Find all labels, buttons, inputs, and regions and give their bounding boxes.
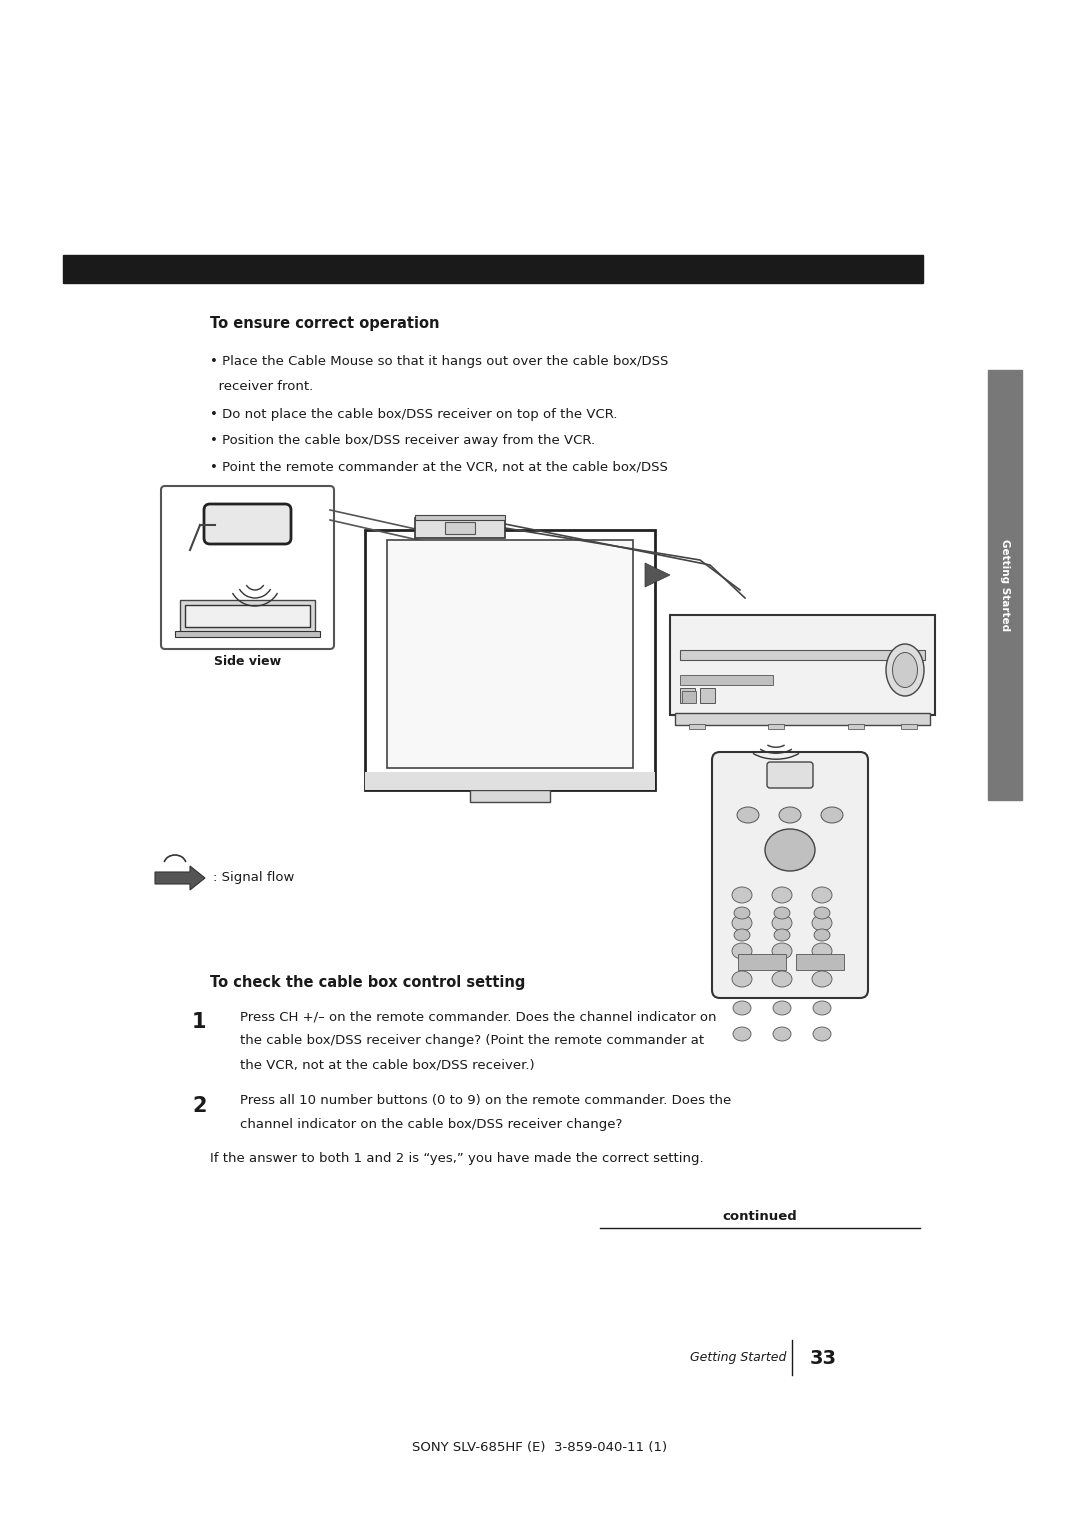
Ellipse shape [812, 886, 832, 903]
Bar [680, 675, 773, 685]
Ellipse shape [734, 929, 750, 941]
Text: continued: continued [723, 1210, 797, 1222]
Ellipse shape [733, 1001, 751, 1015]
Text: To ensure correct operation: To ensure correct operation [210, 316, 440, 332]
Bar [680, 688, 696, 703]
Ellipse shape [779, 807, 801, 824]
Text: Getting Started: Getting Started [1000, 539, 1010, 631]
Ellipse shape [814, 908, 831, 918]
Text: • Point the remote commander at the VCR, not at the cable box/DSS: • Point the remote commander at the VCR,… [210, 460, 667, 474]
Bar [387, 539, 633, 769]
Bar [63, 255, 923, 283]
Text: If the answer to both 1 and 2 is “yes,” you have made the correct setting.: If the answer to both 1 and 2 is “yes,” … [210, 1152, 704, 1164]
Bar [700, 688, 715, 703]
Bar [415, 518, 505, 538]
Ellipse shape [773, 1001, 791, 1015]
Ellipse shape [774, 929, 789, 941]
FancyBboxPatch shape [204, 504, 291, 544]
Bar [848, 724, 864, 729]
Ellipse shape [773, 1027, 791, 1041]
Ellipse shape [772, 886, 792, 903]
Bar [445, 523, 475, 533]
Polygon shape [645, 562, 670, 587]
Ellipse shape [813, 1027, 831, 1041]
Bar [796, 953, 843, 970]
FancyBboxPatch shape [767, 762, 813, 788]
Polygon shape [156, 866, 205, 889]
Bar [185, 605, 310, 626]
Text: 1: 1 [192, 1012, 206, 1031]
Text: • Do not place the cable box/DSS receiver on top of the VCR.: • Do not place the cable box/DSS receive… [210, 408, 618, 422]
Text: Press CH +/– on the remote commander. Does the channel indicator on: Press CH +/– on the remote commander. Do… [240, 1010, 716, 1024]
Ellipse shape [772, 970, 792, 987]
Text: • Position the cable box/DSS receiver away from the VCR.: • Position the cable box/DSS receiver aw… [210, 434, 595, 448]
Text: the cable box/DSS receiver change? (Point the remote commander at: the cable box/DSS receiver change? (Poin… [240, 1034, 704, 1047]
Bar [180, 601, 315, 636]
Bar [175, 631, 320, 637]
Text: Side view: Side view [214, 656, 281, 668]
Text: 2: 2 [192, 1096, 206, 1115]
Bar [675, 714, 930, 724]
Ellipse shape [732, 943, 752, 960]
Text: Getting Started: Getting Started [690, 1351, 786, 1365]
Text: • Place the Cable Mouse so that it hangs out over the cable box/DSS: • Place the Cable Mouse so that it hangs… [210, 354, 669, 368]
Ellipse shape [812, 915, 832, 931]
Ellipse shape [772, 943, 792, 960]
Text: SONY SLV-685HF (E)  3-859-040-11 (1): SONY SLV-685HF (E) 3-859-040-11 (1) [413, 1441, 667, 1455]
Ellipse shape [732, 970, 752, 987]
Bar [689, 724, 704, 729]
Text: 33: 33 [810, 1349, 837, 1368]
Ellipse shape [732, 886, 752, 903]
Text: : Signal flow: : Signal flow [213, 871, 295, 885]
Ellipse shape [732, 915, 752, 931]
Ellipse shape [886, 643, 924, 695]
Text: To check the cable box control setting: To check the cable box control setting [210, 975, 525, 990]
Bar [365, 530, 654, 790]
Ellipse shape [772, 915, 792, 931]
Bar [365, 772, 654, 790]
Ellipse shape [812, 970, 832, 987]
Ellipse shape [813, 1001, 831, 1015]
Ellipse shape [812, 943, 832, 960]
FancyBboxPatch shape [712, 752, 868, 998]
Bar [768, 724, 784, 729]
Text: channel indicator on the cable box/DSS receiver change?: channel indicator on the cable box/DSS r… [240, 1118, 622, 1131]
Ellipse shape [774, 908, 789, 918]
FancyBboxPatch shape [161, 486, 334, 649]
Bar [681, 691, 696, 703]
Ellipse shape [765, 830, 815, 871]
Bar [738, 953, 786, 970]
Bar [415, 515, 505, 520]
Ellipse shape [892, 652, 918, 688]
Ellipse shape [737, 807, 759, 824]
Ellipse shape [734, 908, 750, 918]
Bar [670, 614, 935, 715]
Bar [470, 790, 550, 802]
Text: the VCR, not at the cable box/DSS receiver.): the VCR, not at the cable box/DSS receiv… [240, 1057, 535, 1071]
Ellipse shape [733, 1027, 751, 1041]
Bar [901, 724, 917, 729]
Ellipse shape [814, 929, 831, 941]
Text: Press all 10 number buttons (0 to 9) on the remote commander. Does the: Press all 10 number buttons (0 to 9) on … [240, 1094, 731, 1106]
Text: receiver front.: receiver front. [210, 380, 313, 393]
Bar [680, 649, 924, 660]
Ellipse shape [821, 807, 843, 824]
Bar [988, 370, 1022, 801]
Text: receiver.: receiver. [210, 484, 275, 498]
